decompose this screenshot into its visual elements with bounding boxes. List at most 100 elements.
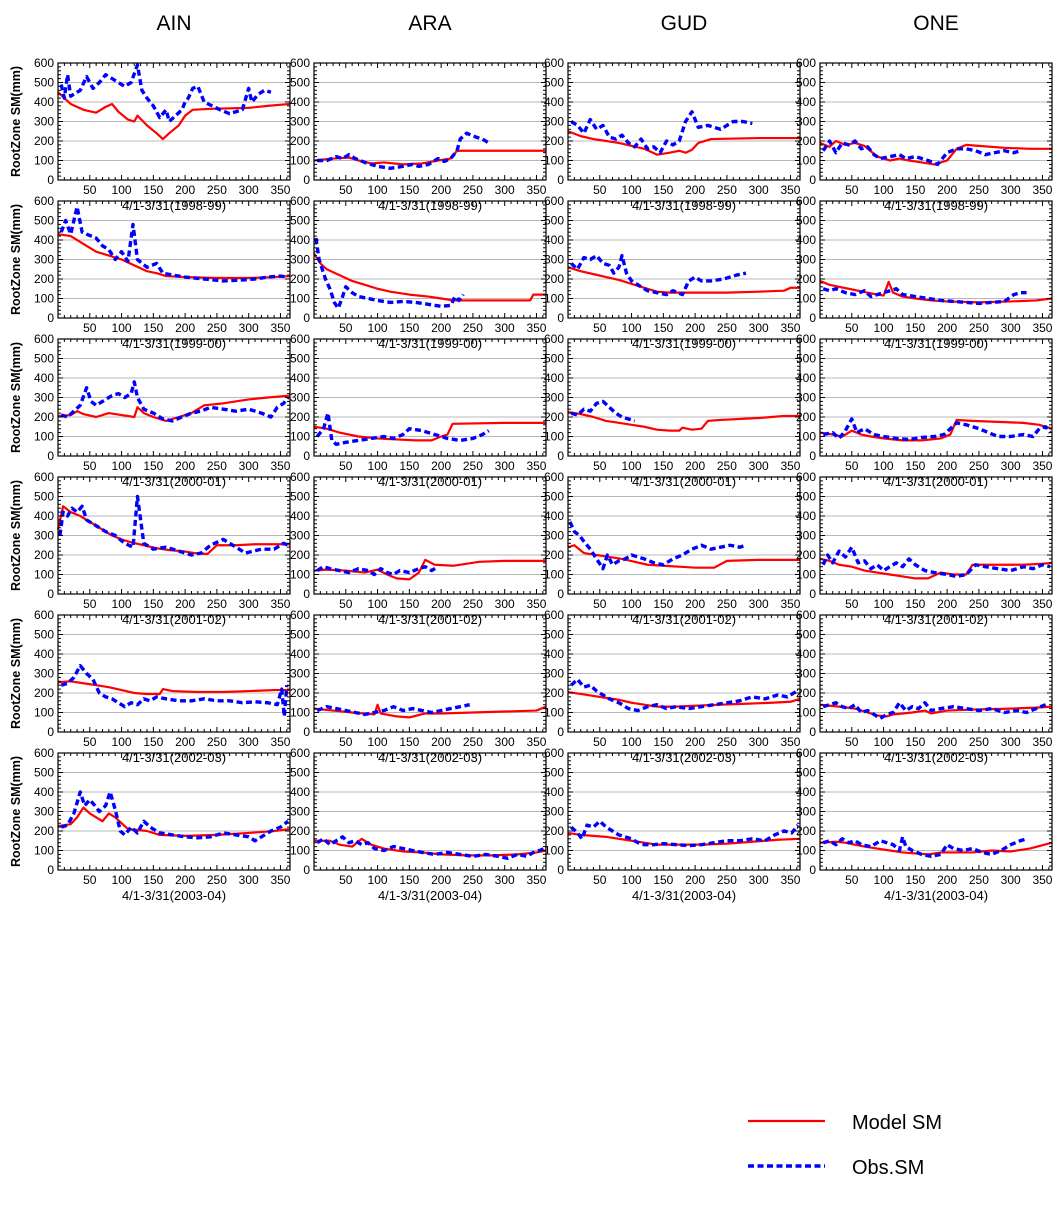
- x-tick-label: 350: [780, 597, 800, 611]
- x-tick-label: 350: [1032, 597, 1052, 611]
- x-tick-label: 300: [239, 735, 259, 749]
- x-tick-label: 250: [717, 735, 737, 749]
- obs-sm-series: [315, 411, 490, 446]
- x-axis-label: 4/1-3/31(1998-99): [632, 198, 736, 213]
- y-tick-label: 400: [796, 233, 816, 247]
- x-tick-label: 250: [717, 459, 737, 473]
- y-tick-label: 500: [34, 352, 54, 366]
- x-tick-label: 50: [845, 183, 859, 197]
- x-tick-label: 100: [622, 735, 642, 749]
- y-tick-label: 500: [34, 214, 54, 228]
- x-tick-label: 250: [463, 183, 483, 197]
- y-tick-label: 100: [544, 706, 564, 720]
- y-tick-label: 300: [796, 115, 816, 129]
- y-tick-label: 400: [290, 371, 310, 385]
- x-tick-label: 250: [717, 597, 737, 611]
- model-sm-series: [567, 690, 801, 708]
- y-tick-label: 300: [544, 253, 564, 267]
- y-tick-label: 100: [544, 292, 564, 306]
- column-title-gud: GUD: [661, 12, 708, 35]
- y-tick-label: 200: [34, 686, 54, 700]
- y-tick-label: 100: [290, 568, 310, 582]
- y-tick-label: 500: [290, 766, 310, 780]
- x-tick-label: 150: [905, 321, 925, 335]
- model-sm-series: [57, 680, 290, 696]
- y-tick-label: 200: [34, 824, 54, 838]
- y-tick-label: 0: [47, 173, 54, 187]
- y-tick-label: 100: [796, 292, 816, 306]
- y-tick-label: 300: [544, 391, 564, 405]
- x-tick-label: 250: [463, 459, 483, 473]
- x-tick-label: 100: [622, 597, 642, 611]
- y-tick-label: 500: [290, 628, 310, 642]
- legend-model-label: Model SM: [852, 1112, 942, 1134]
- y-tick-label: 300: [34, 253, 54, 267]
- y-tick-label: 600: [544, 470, 564, 484]
- y-tick-label: 400: [290, 647, 310, 661]
- y-tick-label: 200: [290, 410, 310, 424]
- x-tick-label: 150: [905, 183, 925, 197]
- x-tick-label: 50: [83, 321, 97, 335]
- x-axis-label: 4/1-3/31(2000-01): [122, 474, 226, 489]
- x-axis-label: 4/1-3/31(2000-01): [884, 474, 988, 489]
- y-tick-label: 300: [544, 805, 564, 819]
- y-axis-label: RootZone SM(mm): [9, 756, 23, 867]
- y-tick-label: 100: [796, 154, 816, 168]
- column-titles: AIN ARA GUD ONE: [156, 12, 958, 35]
- y-tick-label: 400: [544, 371, 564, 385]
- y-tick-label: 300: [290, 667, 310, 681]
- x-tick-label: 50: [593, 183, 607, 197]
- obs-sm-series: [60, 790, 290, 843]
- panel-gud-6: 50 100 150 200 250 300 350 0 100 200 300 400 500 600 4…: [544, 746, 801, 903]
- y-axis-label: RootZone SM(mm): [9, 204, 23, 315]
- x-tick-label: 200: [685, 321, 705, 335]
- x-tick-label: 100: [622, 459, 642, 473]
- y-tick-label: 500: [796, 352, 816, 366]
- x-axis-label: 4/1-3/31(1998-99): [378, 198, 482, 213]
- y-tick-label: 0: [557, 587, 564, 601]
- y-tick-label: 400: [544, 233, 564, 247]
- y-tick-label: 600: [544, 194, 564, 208]
- y-tick-label: 600: [796, 608, 816, 622]
- y-tick-label: 100: [544, 154, 564, 168]
- y-tick-label: 500: [290, 352, 310, 366]
- x-tick-label: 300: [749, 183, 769, 197]
- y-tick-label: 400: [34, 785, 54, 799]
- obs-sm-series: [317, 131, 490, 171]
- y-tick-label: 100: [34, 568, 54, 582]
- x-tick-label: 50: [593, 735, 607, 749]
- x-tick-label: 150: [399, 873, 419, 887]
- y-tick-label: 200: [34, 548, 54, 562]
- panel-gud-2: 50 100 150 200 250 300 350 0 100 200 300 400 500 600 4…: [544, 194, 801, 351]
- x-tick-label: 250: [969, 459, 989, 473]
- panel-gud-4: 50 100 150 200 250 300 350 0 100 200 300 400 500 600 4…: [544, 470, 801, 627]
- panel-gud-5: 50 100 150 200 250 300 350 0 100 200 300 400 500 600 4…: [544, 608, 801, 765]
- panel-one-1: 50 100 150 200 250 300 350 0 100 200 300 400 500 600 4…: [796, 56, 1053, 213]
- y-tick-label: 0: [47, 311, 54, 325]
- x-tick-label: 200: [937, 459, 957, 473]
- y-tick-label: 100: [290, 430, 310, 444]
- x-tick-label: 350: [270, 183, 290, 197]
- x-tick-label: 200: [175, 597, 195, 611]
- x-tick-label: 350: [526, 183, 546, 197]
- y-tick-label: 0: [809, 587, 816, 601]
- y-tick-label: 0: [47, 863, 54, 877]
- legend-obs-label: Obs.SM: [852, 1157, 924, 1179]
- y-tick-label: 100: [290, 844, 310, 858]
- x-tick-label: 250: [717, 183, 737, 197]
- y-tick-label: 500: [796, 766, 816, 780]
- model-sm-series: [567, 266, 800, 294]
- x-tick-label: 100: [874, 873, 894, 887]
- y-tick-label: 300: [796, 529, 816, 543]
- y-tick-label: 100: [544, 430, 564, 444]
- x-tick-label: 50: [845, 735, 859, 749]
- y-tick-label: 200: [544, 134, 564, 148]
- y-tick-label: 400: [544, 647, 564, 661]
- panel-one-6: 50 100 150 200 250 300 350 0 100 200 300 400 500 600 4…: [796, 746, 1053, 903]
- x-tick-label: 350: [1032, 735, 1052, 749]
- model-sm-series: [567, 411, 800, 432]
- y-tick-label: 400: [796, 95, 816, 109]
- y-tick-label: 100: [796, 568, 816, 582]
- y-tick-label: 400: [544, 509, 564, 523]
- obs-sm-series: [59, 205, 288, 283]
